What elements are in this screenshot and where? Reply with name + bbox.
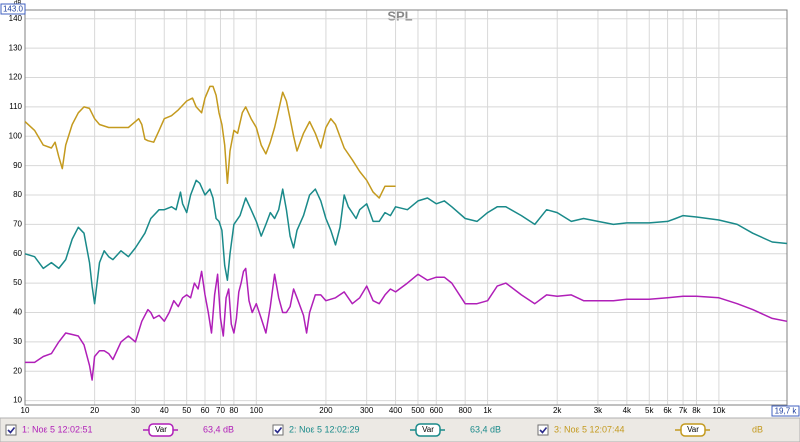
x-tick-label: 200 (319, 406, 333, 415)
x-tick-label: 20 (90, 406, 99, 415)
series-line (24, 85, 396, 199)
x-tick-label: 2k (553, 406, 562, 415)
check-mark (7, 427, 16, 434)
x-tick-label: 800 (458, 406, 472, 415)
x-tick-label: 50 (182, 406, 191, 415)
y-tick-label: 60 (13, 249, 22, 258)
x-max-label: 19,7 k (775, 407, 798, 416)
var-button[interactable] (680, 423, 706, 437)
y-tick-label: 110 (9, 102, 22, 111)
y-tick-label: 30 (13, 337, 22, 346)
y-tick-label: 120 (9, 73, 23, 82)
check-mark (539, 427, 548, 434)
y-tick-label: 50 (13, 278, 22, 287)
var-label: Var (155, 425, 167, 434)
y-tick-label: 40 (13, 308, 22, 317)
var-label: Var (422, 425, 434, 434)
x-max-box: 19,7 k (771, 405, 800, 417)
var-button[interactable] (148, 423, 174, 437)
x-tick-label: 70 (216, 406, 225, 415)
x-max-box-bg (771, 405, 800, 417)
plot-frame (24, 9, 788, 406)
y-tick-label: 80 (13, 190, 22, 199)
x-tick-label: 10 (21, 406, 30, 415)
series-line (24, 179, 788, 305)
x-tick-label: 8k (692, 406, 701, 415)
checkbox[interactable] (272, 424, 284, 436)
x-tick-label: 300 (360, 406, 374, 415)
x-tick-label: 400 (389, 406, 403, 415)
x-tick-label: 100 (250, 406, 264, 415)
x-tick-label: 600 (430, 406, 444, 415)
legend-readout: 63,4 dB (470, 424, 501, 434)
legend-item: 1: Νοε 5 12:02:51 Var 63,4 dB (5, 423, 234, 437)
y-tick-label: 70 (13, 219, 22, 228)
legend-item: 2: Νοε 5 12:02:29 Var 63,4 dB (272, 423, 501, 437)
y-tick-label: 10 (13, 396, 22, 405)
y-max-box: 143.0 (0, 3, 26, 15)
check-mark (274, 427, 283, 434)
legend-item: 3: Νοε 5 12:07:44 Var dB (537, 423, 763, 437)
y-tick-label: 100 (9, 131, 23, 140)
x-tick-label: 10k (712, 406, 726, 415)
x-tick-label: 60 (201, 406, 210, 415)
legend-label: 2: Νοε 5 12:02:29 (289, 424, 360, 434)
checkbox[interactable] (5, 424, 17, 436)
y-tick-label: 20 (13, 366, 22, 375)
chart-title: SPL (387, 8, 412, 23)
legend-label: 3: Νοε 5 12:07:44 (554, 424, 625, 434)
y-max-box-bg (0, 3, 26, 15)
legend-label: 1: Νοε 5 12:02:51 (22, 424, 93, 434)
x-tick-label: 80 (229, 406, 238, 415)
x-tick-label: 5k (645, 406, 654, 415)
legend-bar (0, 417, 800, 442)
x-tick-label: 4k (623, 406, 632, 415)
var-button[interactable] (415, 423, 441, 437)
y-tick-label: 130 (9, 43, 23, 52)
x-tick-label: 1k (483, 406, 492, 415)
legend-readout: dB (752, 424, 763, 434)
x-tick-label: 7k (679, 406, 688, 415)
x-tick-label: 30 (131, 406, 140, 415)
y-tick-label: 90 (13, 161, 22, 170)
y-max-label: 143.0 (3, 5, 24, 14)
x-tick-label: 40 (160, 406, 169, 415)
x-tick-label: 3k (594, 406, 603, 415)
y-tick-label: 140 (9, 14, 23, 23)
x-tick-label: 6k (663, 406, 672, 415)
x-tick-label: 500 (411, 406, 425, 415)
legend-readout: 63,4 dB (203, 424, 234, 434)
checkbox[interactable] (537, 424, 549, 436)
var-label: Var (687, 425, 699, 434)
chart-bg (0, 0, 800, 418)
series-line (25, 267, 788, 381)
